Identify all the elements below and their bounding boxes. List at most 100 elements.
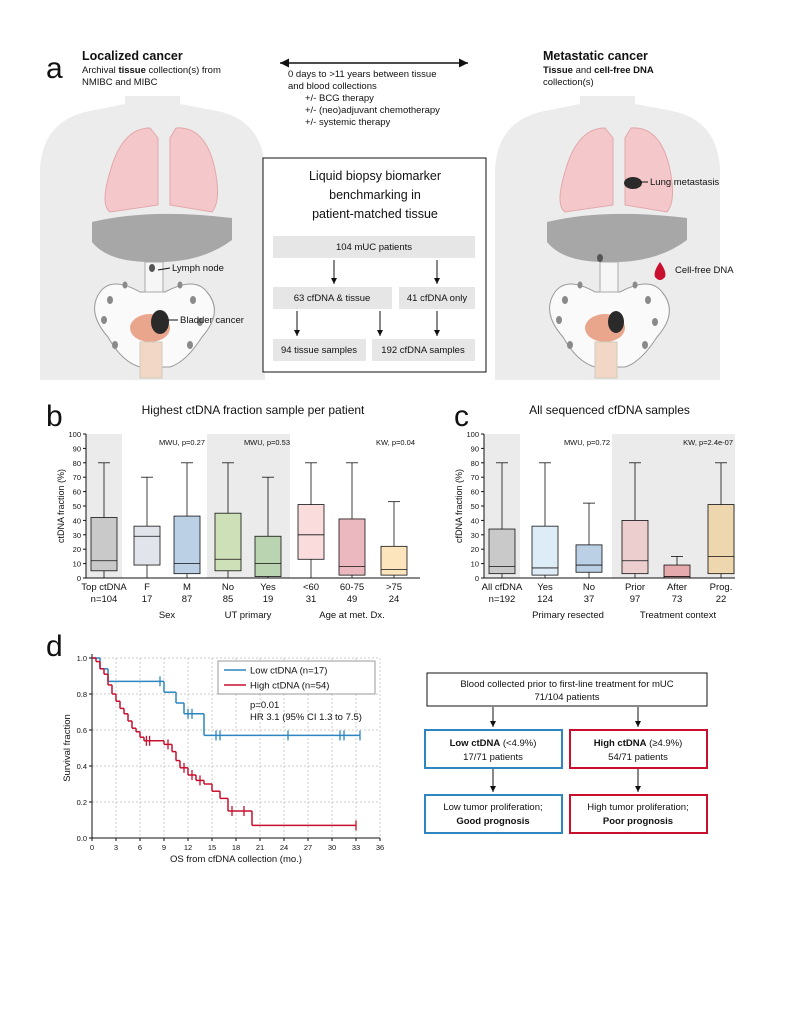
x-tick-label: 36: [376, 843, 384, 852]
x-tick-label: 3: [114, 843, 118, 852]
text: +/- BCG therapy: [305, 93, 374, 104]
label: Cell-free DNA: [675, 265, 734, 276]
flow-box: [569, 794, 708, 834]
lymph-node: [149, 264, 155, 272]
annotation: HR 3.1 (95% CI 1.3 to 7.5): [250, 712, 362, 723]
x-tick-label: <60: [303, 582, 319, 593]
box: [488, 528, 516, 575]
x-tick-label: No: [583, 582, 595, 593]
node-label: 104 mUC patients: [336, 242, 412, 253]
y-tick-label: 90: [73, 444, 81, 453]
text: Tissue and cell-free DNA: [543, 65, 654, 76]
node: [399, 287, 475, 309]
section-label: Primary resected: [532, 610, 604, 621]
y-tick-label: 10: [73, 560, 81, 569]
x-tick-label: 18: [232, 843, 240, 852]
y-tick-label: 40: [73, 516, 81, 525]
group-n: 24: [389, 594, 400, 605]
x-tick-label: Prior: [625, 582, 645, 593]
x-tick-label: All cfDNA: [482, 582, 523, 593]
flow-box: [426, 672, 708, 707]
x-tick-label: 30: [328, 843, 336, 852]
legend-label: High ctDNA (n=54): [250, 681, 329, 692]
panel-label: b: [46, 400, 63, 433]
node-label: 192 cfDNA samples: [381, 345, 465, 356]
x-tick-label: 12: [184, 843, 192, 852]
group-n: 22: [716, 594, 727, 605]
flow-text: High ctDNA (≥4.9%): [594, 738, 683, 749]
chart-title: All sequenced cfDNA samples: [529, 403, 690, 417]
x-tick-label: 9: [162, 843, 166, 852]
leader: [157, 267, 171, 271]
group-n: 37: [584, 594, 595, 605]
group-n: 85: [223, 594, 234, 605]
box: [707, 504, 735, 575]
y-tick-label: 50: [471, 502, 479, 511]
y-tick-label: 20: [471, 545, 479, 554]
test-label: KW, p=2.4e-07: [683, 438, 733, 447]
box: [575, 544, 603, 573]
y-tick-label: 0: [475, 574, 479, 583]
section-label: Age at met. Dx.: [319, 610, 384, 621]
flow-text: 54/71 patients: [608, 752, 668, 763]
label: Bladder cancer: [180, 315, 244, 326]
flow-box: [424, 794, 563, 834]
node-label: 41 cfDNA only: [407, 293, 467, 304]
annotation: p=0.01: [250, 700, 279, 711]
tumor: [151, 310, 169, 334]
flow-text: Blood collected prior to first-line trea…: [460, 679, 673, 690]
x-tick-label: 15: [208, 843, 216, 852]
y-tick-label: 30: [471, 531, 479, 540]
heading: Localized cancer: [82, 49, 183, 63]
lung-metastasis: [624, 177, 642, 189]
heading: Metastatic cancer: [543, 49, 648, 63]
text: +/- (neo)adjuvant chemotherapy: [305, 105, 440, 116]
y-tick-label: 0.8: [77, 690, 87, 699]
x-tick-label: >75: [386, 582, 402, 593]
text: and blood collections: [288, 81, 377, 92]
flow-text: 71/104 patients: [535, 692, 600, 703]
text: NMIBC and MIBC: [82, 77, 158, 88]
group-n: 87: [182, 594, 193, 605]
x-tick-label: 6: [138, 843, 142, 852]
group-n: 19: [263, 594, 274, 605]
flow-box: [569, 729, 708, 769]
flow-box: [424, 729, 563, 769]
body-illustration: [494, 95, 721, 381]
node-label: 63 cfDNA & tissue: [294, 293, 371, 304]
x-tick-label: 60-75: [340, 582, 364, 593]
label: Lung metastasis: [650, 177, 719, 188]
x-tick-label: 33: [352, 843, 360, 852]
flow-text: Low ctDNA (<4.9%): [450, 738, 537, 749]
y-tick-label: 0.2: [77, 798, 87, 807]
x-tick-label: M: [183, 582, 191, 593]
flow-text: Poor prognosis: [603, 816, 673, 827]
x-tick-label: Prog.: [710, 582, 733, 593]
y-tick-label: 0.6: [77, 726, 87, 735]
y-tick-label: 70: [73, 473, 81, 482]
y-tick-label: 0: [77, 574, 81, 583]
y-tick-label: 50: [73, 502, 81, 511]
y-tick-label: 40: [471, 516, 479, 525]
x-axis-label: OS from cfDNA collection (mo.): [170, 854, 302, 865]
box: [297, 504, 325, 560]
box-title: benchmarking in: [329, 188, 421, 202]
flow-text: Low tumor proliferation;: [443, 802, 542, 813]
x-tick-label: Yes: [537, 582, 553, 593]
label: Lymph node: [172, 263, 224, 274]
chart-title: Highest ctDNA fraction sample per patien…: [142, 403, 365, 417]
box: [133, 525, 161, 566]
flow-text: Good prognosis: [456, 816, 529, 827]
legend-label: Low ctDNA (n=17): [250, 666, 327, 677]
x-tick-label: 0: [90, 843, 94, 852]
y-tick-label: 0.0: [77, 834, 87, 843]
flow-text: 17/71 patients: [463, 752, 523, 763]
x-tick-label: 21: [256, 843, 264, 852]
x-tick-label: No: [222, 582, 234, 593]
group-n: 49: [347, 594, 358, 605]
y-tick-label: 10: [471, 560, 479, 569]
y-tick-label: 100: [466, 430, 479, 439]
y-tick-label: 30: [73, 531, 81, 540]
y-tick-label: 1.0: [77, 654, 87, 663]
